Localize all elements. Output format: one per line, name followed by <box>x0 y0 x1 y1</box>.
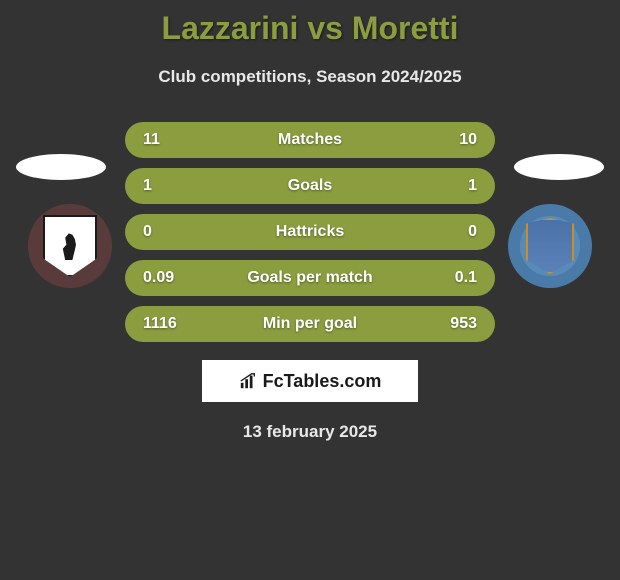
comparison-subtitle: Club competitions, Season 2024/2025 <box>0 67 620 87</box>
stat-rows: 11 Matches 10 1 Goals 1 0 Hattricks 0 0.… <box>125 122 495 342</box>
stat-row: 0.09 Goals per match 0.1 <box>125 260 495 296</box>
chart-icon <box>239 372 257 390</box>
player-right-marker <box>514 154 604 180</box>
stat-row: 1116 Min per goal 953 <box>125 306 495 342</box>
stat-left-value: 1 <box>143 177 152 195</box>
comparison-title: Lazzarini vs Moretti <box>0 10 620 47</box>
stat-label: Min per goal <box>263 315 357 333</box>
brand-text: FcTables.com <box>263 371 382 392</box>
stat-right-value: 1 <box>468 177 477 195</box>
club-badge-right <box>508 204 592 288</box>
stat-left-value: 1116 <box>143 315 177 333</box>
stat-left-value: 11 <box>143 131 160 149</box>
stat-right-value: 10 <box>459 131 477 149</box>
stat-row: 1 Goals 1 <box>125 168 495 204</box>
player-left-marker <box>16 154 106 180</box>
stat-label: Goals per match <box>247 269 372 287</box>
stat-right-value: 0 <box>468 223 477 241</box>
club-badge-left <box>28 204 112 288</box>
comparison-date: 13 february 2025 <box>0 422 620 442</box>
stat-row: 11 Matches 10 <box>125 122 495 158</box>
stat-label: Matches <box>278 131 342 149</box>
stats-container: 11 Matches 10 1 Goals 1 0 Hattricks 0 0.… <box>0 122 620 442</box>
stat-left-value: 0.09 <box>143 269 174 287</box>
stat-left-value: 0 <box>143 223 152 241</box>
stat-label: Hattricks <box>276 223 344 241</box>
stat-right-value: 953 <box>450 315 477 333</box>
stat-right-value: 0.1 <box>455 269 477 287</box>
brand-box[interactable]: FcTables.com <box>202 360 418 402</box>
stat-label: Goals <box>288 177 332 195</box>
stat-row: 0 Hattricks 0 <box>125 214 495 250</box>
